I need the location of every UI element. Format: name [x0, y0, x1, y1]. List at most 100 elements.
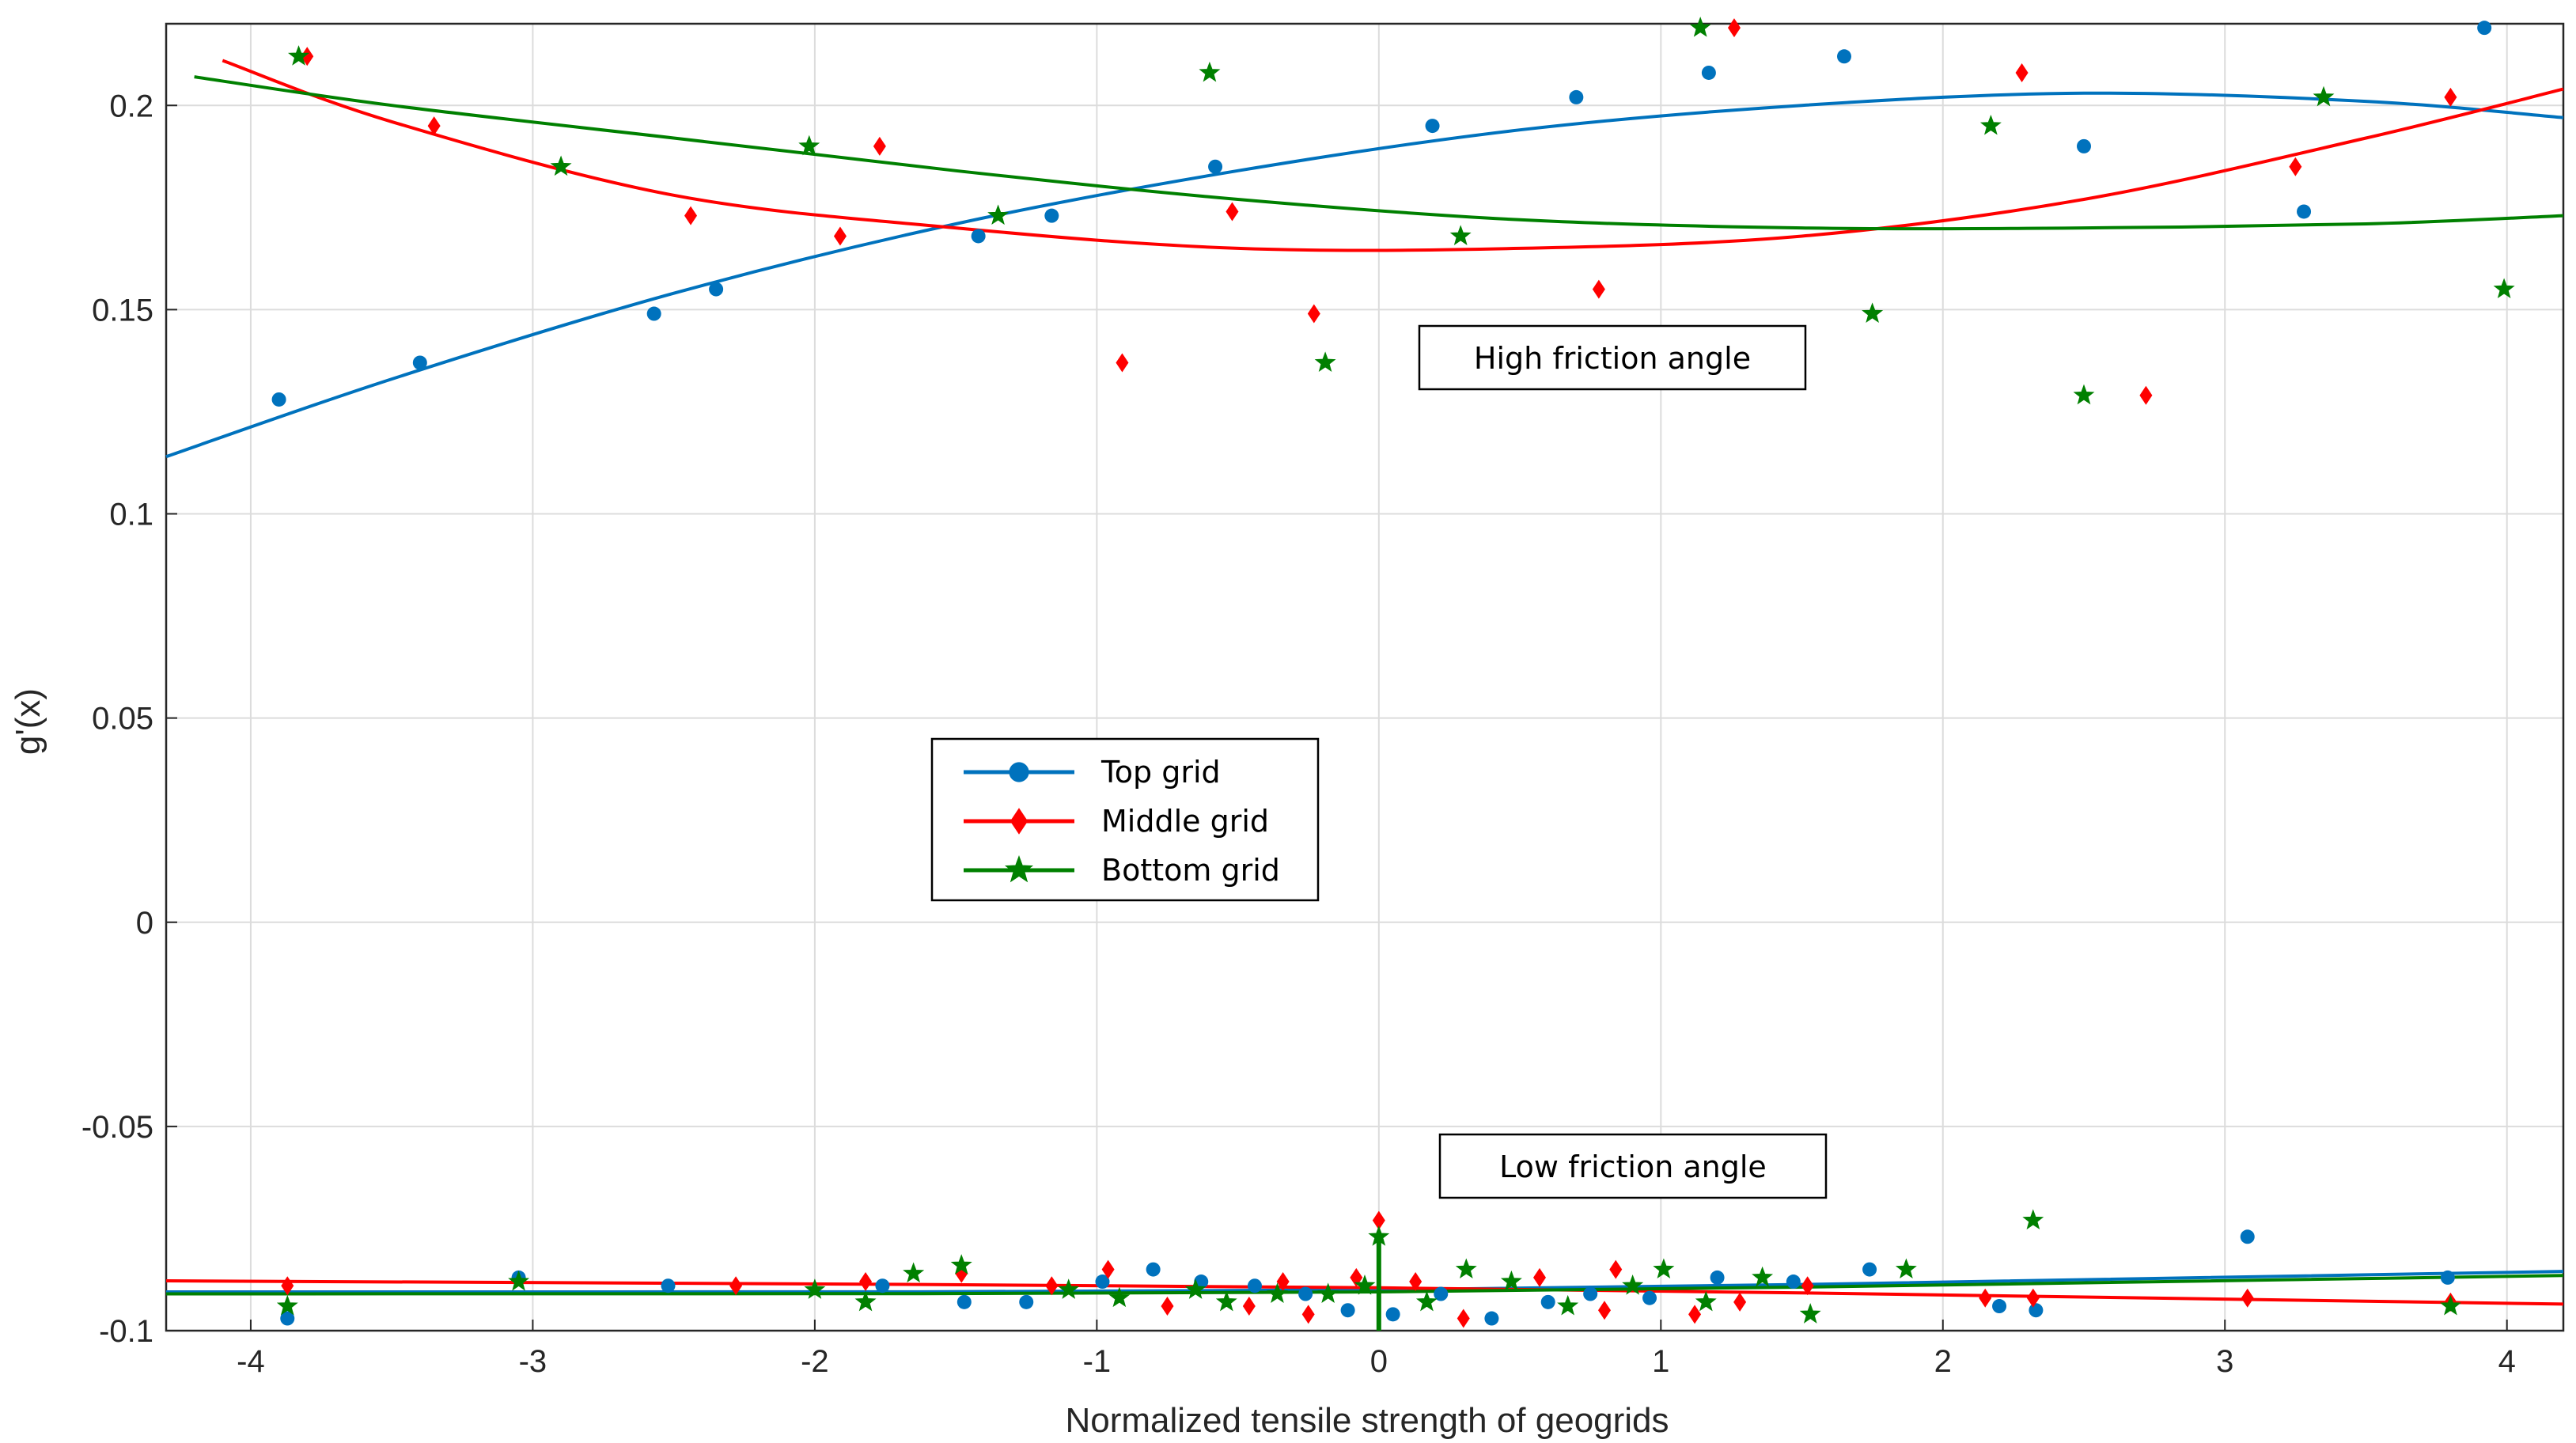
legend-top-grid-marker [1009, 762, 1029, 782]
bottom-grid-point [1500, 1270, 1522, 1291]
top-grid-point [1642, 1290, 1657, 1305]
middle-grid-point [1307, 304, 1320, 324]
top-grid-point [1247, 1278, 1262, 1293]
top-grid-point [280, 1311, 295, 1326]
top-grid-fit-curve-high [165, 91, 2564, 459]
x-tick-label: 1 [1652, 1344, 1669, 1379]
top-grid-point [1569, 89, 1584, 104]
bottom-grid-point [2493, 278, 2515, 299]
top-grid-point [957, 1294, 972, 1309]
plot-area [166, 24, 2563, 1331]
bottom-grid-point [1455, 1258, 1477, 1279]
middle-grid-point [833, 226, 847, 246]
bottom-grid-point [1267, 1282, 1288, 1303]
x-tick-label: 4 [2498, 1344, 2516, 1379]
middle-grid-point [1609, 1259, 1623, 1279]
x-tick-label: -4 [237, 1344, 265, 1379]
bottom-grid-point [1354, 1274, 1376, 1295]
top-grid-point [1862, 1262, 1877, 1277]
legend-bottom-grid-marker [1004, 855, 1034, 883]
top-grid-point [1095, 1274, 1110, 1290]
middle-grid-point [684, 206, 698, 225]
y-tick-label: 0 [136, 906, 153, 941]
bottom-grid-point [1622, 1274, 1644, 1295]
bottom-grid-point [508, 1270, 530, 1291]
middle-grid-point [1727, 18, 1741, 38]
annotation-low-box [1438, 1133, 1828, 1199]
middle-grid-point [1242, 1297, 1256, 1316]
bottom-grid-point [288, 45, 310, 66]
y-tick-label: -0.1 [99, 1314, 153, 1349]
top-grid-point [1385, 1307, 1400, 1322]
annotation-low-text: Low friction angle [1499, 1149, 1767, 1184]
top-grid-point [271, 392, 286, 407]
bottom-grid-point [2439, 1294, 2461, 1316]
bottom-grid-point [1449, 225, 1472, 245]
legend-middle-grid-label: Middle grid [1101, 804, 1269, 839]
top-grid-point [1583, 1286, 1598, 1301]
bottom-grid-point [1895, 1258, 1917, 1279]
bottom-grid-point [2073, 384, 2095, 405]
middle-grid-point [1592, 279, 1605, 299]
middle-grid-point [1457, 1309, 1470, 1328]
middle-grid-point [2026, 1288, 2040, 1308]
top-grid-point [1425, 119, 1440, 134]
bottom-grid-point [903, 1262, 925, 1283]
top-grid-point [1340, 1303, 1355, 1318]
middle-grid-point [2444, 87, 2457, 107]
legend-bottom-grid-label: Bottom grid [1101, 853, 1280, 888]
middle-grid-point [1533, 1267, 1547, 1287]
top-grid-point [1146, 1262, 1161, 1277]
top-grid-point [1434, 1286, 1449, 1301]
x-tick-label: -2 [801, 1344, 829, 1379]
middle-grid-point [281, 1276, 294, 1296]
y-tick-label: 0.2 [109, 89, 153, 123]
top-grid-point [2029, 1303, 2044, 1318]
bottom-grid-point [2022, 1209, 2044, 1230]
top-grid-point [2440, 1270, 2455, 1285]
middle-grid-point [1301, 1305, 1315, 1324]
middle-grid-point [1801, 1276, 1814, 1296]
data-points [271, 17, 2515, 1328]
top-grid-point [1208, 159, 1223, 174]
middle-grid-point [2241, 1288, 2254, 1308]
middle-grid-point [1161, 1297, 1174, 1316]
x-axis-label: Normalized tensile strength of geogrids [1065, 1401, 1669, 1440]
bottom-grid-point [550, 155, 572, 176]
top-grid-point [1019, 1294, 1034, 1309]
middle-grid-point [729, 1276, 743, 1296]
middle-grid-point [1409, 1272, 1422, 1292]
bottom-grid-point [1752, 1266, 1774, 1287]
middle-grid-point [1733, 1292, 1747, 1312]
middle-grid-point [2289, 157, 2302, 176]
bottom-grid-point [1557, 1294, 1579, 1316]
bottom-grid-point [2313, 85, 2335, 107]
bottom-grid-point [804, 1278, 826, 1299]
top-grid-point [412, 355, 427, 370]
bottom-grid-point [1314, 351, 1336, 372]
middle-grid-point [1372, 1210, 1385, 1230]
top-grid-point [661, 1278, 676, 1293]
top-grid-point [709, 282, 724, 297]
bottom-grid-point [1979, 114, 2002, 135]
y-tick-label: 0.15 [92, 293, 153, 328]
middle-grid-point [1116, 353, 1129, 373]
middle-grid-point [1979, 1288, 1992, 1308]
tick-labels: -4 -3 -2 -1 0 1 2 3 4 -0.1 -0.05 0 0.05 0.1 0.15 0.2 [81, 89, 2516, 1379]
top-grid-point [1484, 1311, 1499, 1326]
top-grid-point [971, 229, 986, 244]
x-tick-label: -3 [519, 1344, 547, 1379]
bottom-grid-point [276, 1294, 298, 1316]
y-tick-label: 0.05 [92, 702, 153, 737]
top-grid-point [875, 1278, 890, 1293]
legend-top-grid-label: Top grid [1100, 755, 1221, 790]
bottom-grid-point [1108, 1286, 1131, 1308]
x-tick-label: 3 [2216, 1344, 2233, 1379]
middle-grid-point [1688, 1305, 1702, 1324]
middle-grid-point [1225, 202, 1239, 222]
bottom-grid-point [1695, 1290, 1717, 1312]
annotation-high-friction: High friction angle [1418, 324, 1807, 391]
top-grid-point [1786, 1274, 1801, 1290]
top-grid-point [1298, 1286, 1313, 1301]
